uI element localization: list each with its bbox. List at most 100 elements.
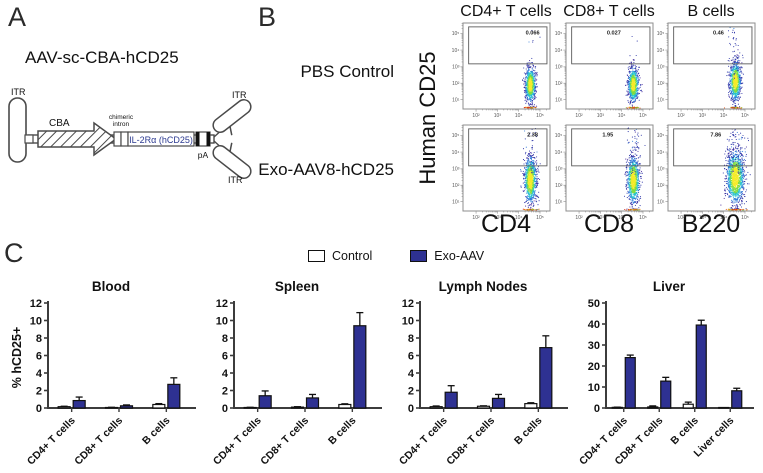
x-tick-label: 10²: [472, 215, 480, 221]
bar-exo-aav: [72, 399, 86, 409]
cba-label: CBA: [49, 118, 70, 129]
x-tick-label: 10²: [677, 113, 685, 119]
density-scatter: [521, 29, 541, 109]
plot-border: [667, 22, 756, 110]
y-tick-label: 10⁵: [452, 133, 460, 139]
y-tick-label: 10⁴: [555, 150, 563, 156]
y-tick-label: 10²: [657, 183, 665, 189]
axis-ticks: [460, 23, 547, 112]
y-tick-label: 6: [36, 351, 42, 363]
y-tick-label: 8: [222, 333, 228, 345]
flow-x-label-cd8: CD8: [583, 210, 635, 238]
bar-control: [57, 406, 71, 409]
category-label: B cells: [140, 415, 173, 448]
gate-rectangle: [468, 128, 548, 167]
x-tick-label: 10⁴: [720, 113, 728, 119]
flow-y-axis-label: Human CD25: [415, 51, 440, 185]
bar-exo-aav: [695, 324, 707, 409]
y-tick-label: 10⁵: [555, 133, 563, 139]
x-tick-label: 10⁵: [639, 113, 647, 119]
flow-row-label-pbs: PBS Control: [300, 62, 394, 81]
intron-label-1: chimeric: [109, 114, 134, 121]
y-tick-label: 10¹: [452, 97, 460, 103]
bar-control: [524, 403, 538, 409]
y-tick-label: 10⁵: [452, 31, 460, 37]
flow-col-header-cd4: CD4+ T cells: [460, 3, 552, 20]
y-tick-label: 12: [30, 298, 42, 310]
construct-title: AAV-sc-CBA-hCD25: [25, 48, 179, 67]
x-tick-label: 10⁵: [741, 113, 749, 119]
bar-control: [718, 406, 730, 409]
density-scatter: [520, 127, 541, 211]
y-tick-label: 10³: [555, 65, 563, 71]
gate-percentage: 0.027: [607, 30, 621, 36]
gate-rectangle: [571, 128, 651, 167]
x-tick-label: 10²: [575, 113, 583, 119]
category-label: CD8+ T cells: [258, 415, 311, 468]
bar-exo-aav: [305, 397, 320, 409]
bar-exo-aav: [491, 397, 506, 409]
y-tick-label: 2: [36, 386, 42, 398]
y-tick-label: 10⁴: [555, 48, 563, 54]
gate-percentage: 2.38: [527, 132, 538, 138]
y-tick-label: 10⁵: [657, 31, 665, 37]
y-tick-label: 2: [408, 386, 414, 398]
flow-plot-r1c0: 10⁵ 10⁴ 10³ 10² 10¹ 10² 10³ 10⁴ 10⁵ 2.38: [452, 124, 551, 221]
x-tick-label: 10³: [597, 113, 605, 119]
y-tick-label: 10¹: [657, 97, 665, 103]
density-scatter: [623, 127, 646, 211]
flow-plot-r0c1: 10⁵ 10⁴ 10³ 10² 10¹ 10² 10³ 10⁴ 10⁵ 0.027: [555, 22, 654, 119]
axis-ticks: [460, 125, 547, 214]
y-tick-label: 0: [36, 403, 42, 415]
bar-exo-aav: [167, 383, 181, 409]
exoaav-swatch: [410, 250, 428, 262]
y-tick-label: 10¹: [452, 199, 460, 205]
gate-rectangle: [468, 26, 548, 65]
category-label: CD4+ T cells: [397, 415, 450, 468]
y-tick-label: 10⁴: [452, 150, 460, 156]
x-tick-label: 10⁴: [618, 113, 626, 119]
y-tick-label: 10: [30, 316, 42, 328]
x-tick-label: 10³: [699, 215, 707, 221]
y-tick-label: 10³: [555, 167, 563, 173]
itr-left-stem: [24, 134, 34, 144]
flow-x-label-b220: B220: [681, 210, 741, 238]
flow-plot-r1c2: 10⁵ 10⁴ 10³ 10² 10¹ 10² 10³ 10⁴ 10⁵ 7.86: [657, 124, 756, 221]
y-tick-label: 10²: [555, 81, 563, 87]
legend-item-control: Control: [308, 249, 372, 263]
bar-control: [647, 406, 659, 409]
panel-c-label: C: [4, 238, 24, 268]
category-label: CD8+ T cells: [72, 415, 125, 468]
bar-control: [104, 406, 119, 409]
y-tick-label: 0: [222, 403, 228, 415]
x-tick-label: 10⁵: [741, 215, 749, 221]
y-tick-label: 6: [408, 351, 414, 363]
gate-percentage: 1.95: [602, 132, 613, 138]
x-tick-label: 10⁵: [536, 215, 544, 221]
itr-left-hairpin: [8, 97, 27, 163]
category-label: CD8+ T cells: [444, 415, 497, 468]
x-tick-label: 10⁴: [515, 113, 523, 119]
density-scatter: [625, 35, 643, 109]
y-tick-label: 10²: [657, 81, 665, 87]
plot-border: [565, 22, 654, 110]
bar-exo-aav: [258, 395, 272, 409]
y-tick-label: 8: [36, 333, 42, 345]
itr-top-right-label: ITR: [232, 90, 247, 100]
y-tick-label: 4: [222, 368, 229, 380]
category-label: CD4+ T cells: [211, 415, 264, 468]
y-tick-label: 10³: [657, 167, 665, 173]
x-tick-label: 10³: [494, 215, 502, 221]
y-tick-label: 10¹: [657, 199, 665, 205]
gate-percentage: 7.86: [710, 132, 721, 138]
bar-exo-aav: [353, 325, 367, 409]
y-tick-label: 10³: [452, 65, 460, 71]
chimeric-intron-box1: [113, 131, 122, 147]
x-tick-label: 10³: [597, 215, 605, 221]
bar-control: [338, 403, 352, 409]
